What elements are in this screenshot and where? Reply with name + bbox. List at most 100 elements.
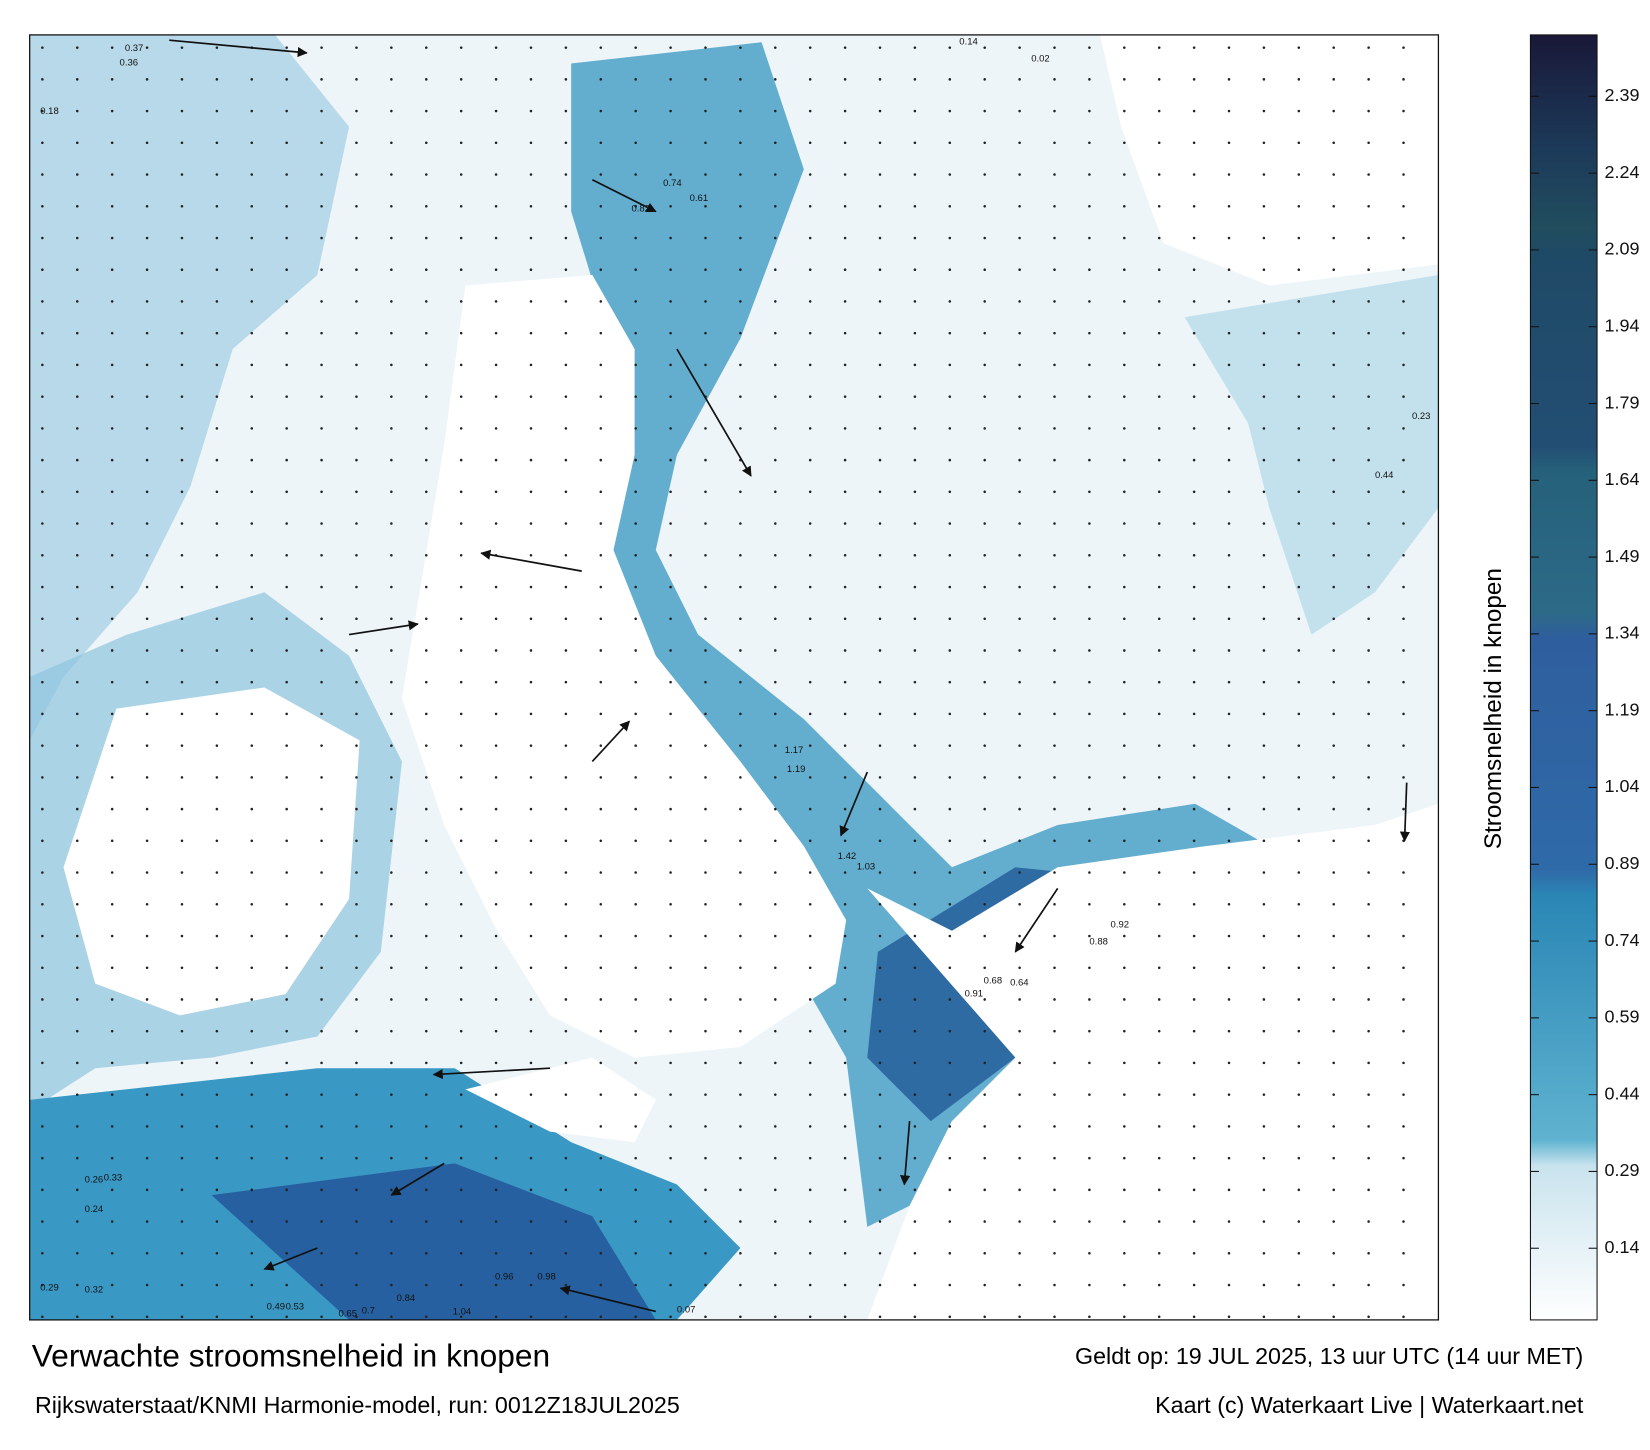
grid-dot bbox=[808, 458, 812, 462]
grid-dot bbox=[1088, 553, 1091, 557]
grid-dot bbox=[704, 522, 707, 525]
grid-dot bbox=[41, 902, 44, 906]
grid-dot bbox=[1402, 871, 1405, 874]
grid-dot bbox=[1402, 744, 1405, 747]
grid-dot bbox=[459, 331, 463, 335]
grid-dot bbox=[1297, 934, 1301, 938]
grid-dot bbox=[41, 300, 44, 303]
grid-dot bbox=[355, 1188, 358, 1192]
grid-dot bbox=[704, 998, 707, 1001]
grid-dot bbox=[180, 902, 184, 906]
grid-dot bbox=[1332, 680, 1335, 684]
grid-dot bbox=[739, 141, 742, 145]
grid-dot bbox=[145, 395, 149, 398]
grid-dot bbox=[529, 1061, 533, 1065]
speed-label: 1.17 bbox=[785, 745, 804, 756]
grid-dot bbox=[1123, 46, 1126, 49]
speed-label: 0.61 bbox=[690, 193, 708, 204]
grid-dot bbox=[843, 331, 847, 335]
grid-dot bbox=[983, 1125, 986, 1128]
grid-dot bbox=[75, 427, 79, 430]
grid-dot bbox=[215, 1188, 219, 1192]
grid-dot bbox=[1367, 1252, 1370, 1255]
grid-dot bbox=[215, 776, 219, 779]
grid-dot bbox=[390, 1252, 393, 1255]
grid-dot bbox=[75, 839, 79, 843]
grid-dot bbox=[983, 1061, 986, 1065]
grid-dot bbox=[459, 966, 463, 969]
grid-dot bbox=[390, 649, 393, 652]
grid-dot bbox=[1297, 1188, 1301, 1192]
grid-dot bbox=[983, 109, 986, 113]
grid-dot bbox=[1018, 204, 1021, 208]
grid-dot bbox=[564, 744, 568, 747]
grid-dot bbox=[913, 427, 917, 430]
grid-dot bbox=[1367, 204, 1370, 208]
grid-dot bbox=[110, 998, 114, 1001]
grid-dot bbox=[1088, 173, 1091, 176]
grid-dot bbox=[1123, 268, 1126, 271]
grid-dot bbox=[1053, 522, 1056, 525]
grid-dot bbox=[355, 1156, 358, 1160]
grid-dot bbox=[948, 1029, 952, 1033]
grid-dot bbox=[1018, 1283, 1021, 1287]
grid-dot bbox=[1297, 109, 1301, 113]
grid-dot bbox=[1018, 1252, 1021, 1255]
grid-dot bbox=[1018, 776, 1021, 779]
grid-dot bbox=[1367, 617, 1370, 620]
grid-dot bbox=[1402, 1188, 1405, 1192]
grid-dot bbox=[355, 1125, 358, 1128]
grid-dot bbox=[110, 1252, 114, 1255]
grid-dot bbox=[1053, 776, 1056, 779]
valid-time: Geldt op: 19 JUL 2025, 13 uur UTC (14 uu… bbox=[1075, 1343, 1583, 1369]
grid-dot bbox=[180, 1220, 184, 1223]
grid-dot bbox=[355, 141, 358, 145]
grid-dot bbox=[1402, 490, 1405, 494]
grid-dot bbox=[320, 458, 323, 462]
grid-dot bbox=[669, 173, 672, 176]
grid-dot bbox=[1018, 109, 1021, 113]
grid-dot bbox=[808, 204, 812, 208]
grid-dot bbox=[739, 236, 742, 240]
grid-dot bbox=[355, 1093, 358, 1096]
grid-dot bbox=[564, 776, 568, 779]
speed-label: 0.18 bbox=[40, 106, 59, 117]
speed-label: 1.04 bbox=[453, 1307, 472, 1318]
grid-dot bbox=[843, 490, 847, 494]
grid-dot bbox=[739, 427, 742, 430]
grid-dot bbox=[1157, 712, 1161, 716]
grid-dot bbox=[1367, 839, 1370, 843]
grid-dot bbox=[1402, 998, 1405, 1001]
grid-dot bbox=[75, 46, 79, 49]
tick-label: 0.44 bbox=[1604, 1083, 1639, 1103]
grid-dot bbox=[808, 109, 812, 113]
grid-dot bbox=[1157, 331, 1161, 335]
grid-dot bbox=[529, 1283, 533, 1287]
grid-dot bbox=[843, 236, 847, 240]
grid-dot bbox=[634, 1061, 637, 1065]
grid-dot bbox=[494, 427, 498, 430]
grid-dot bbox=[494, 236, 498, 240]
grid-dot bbox=[1297, 1220, 1301, 1223]
grid-dot bbox=[599, 1283, 603, 1287]
grid-dot bbox=[1262, 744, 1266, 747]
grid-dot bbox=[320, 839, 323, 843]
grid-dot bbox=[983, 807, 986, 811]
grid-dot bbox=[599, 363, 603, 367]
grid-dot bbox=[704, 490, 707, 494]
grid-dot bbox=[285, 395, 288, 398]
grid-dot bbox=[494, 680, 498, 684]
grid-dot bbox=[250, 744, 254, 747]
grid-dot bbox=[1367, 300, 1370, 303]
grid-dot bbox=[1367, 1061, 1370, 1065]
grid-dot bbox=[459, 458, 463, 462]
speed-label: 1.19 bbox=[787, 764, 806, 775]
grid-dot bbox=[1262, 1029, 1266, 1033]
grid-dot bbox=[529, 427, 533, 430]
grid-dot bbox=[739, 998, 742, 1001]
grid-dot bbox=[948, 998, 952, 1001]
grid-dot bbox=[110, 1061, 114, 1065]
grid-dot bbox=[983, 680, 986, 684]
grid-dot bbox=[180, 934, 184, 938]
speed-label: 0.07 bbox=[677, 1305, 696, 1316]
